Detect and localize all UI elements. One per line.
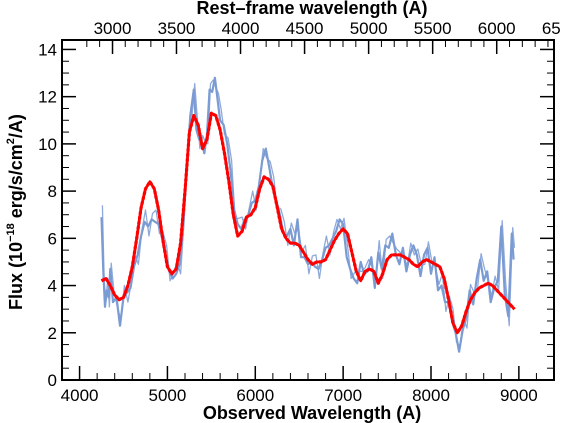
top-tick-label: 3500	[158, 19, 196, 38]
x-tick-label: 7000	[324, 386, 362, 405]
x-axis-title: Observed Wavelength (A)	[203, 403, 421, 423]
top-tick-label: 3000	[94, 19, 132, 38]
y-axis-title: Flux (10−18 erg/s/cm2/A)	[5, 114, 26, 310]
model-fit-dashed	[100, 111, 516, 335]
y-tick-label: 6	[48, 229, 57, 248]
series-layer	[100, 76, 516, 353]
top-tick-label: 5500	[414, 19, 452, 38]
x-tick-label: 6000	[236, 386, 274, 405]
top-tick-label: 5000	[350, 19, 388, 38]
top-tick-label: 6000	[478, 19, 516, 38]
observed-spectrum-noise	[101, 79, 516, 347]
plot-frame	[61, 39, 555, 381]
y-tick-label: 14	[38, 40, 57, 59]
x-tick-label: 8000	[412, 386, 450, 405]
top-tick-label: 6500	[542, 19, 561, 38]
top-tick-label: 4500	[286, 19, 324, 38]
x-tick-label: 9000	[500, 386, 538, 405]
x-tick-label: 4000	[61, 386, 99, 405]
top-tick-label: 4000	[222, 19, 260, 38]
x-tick-label: 5000	[149, 386, 187, 405]
y-tick-label: 8	[48, 182, 57, 201]
model-fit-line	[100, 111, 516, 335]
y-tick-label: 0	[48, 371, 57, 390]
top-axis-title: Rest–frame wavelength (A)	[196, 0, 427, 18]
y-tick-label: 12	[38, 88, 57, 107]
y-tick-label: 10	[38, 135, 57, 154]
y-tick-label: 2	[48, 324, 57, 343]
y-tick-label: 4	[48, 277, 57, 296]
